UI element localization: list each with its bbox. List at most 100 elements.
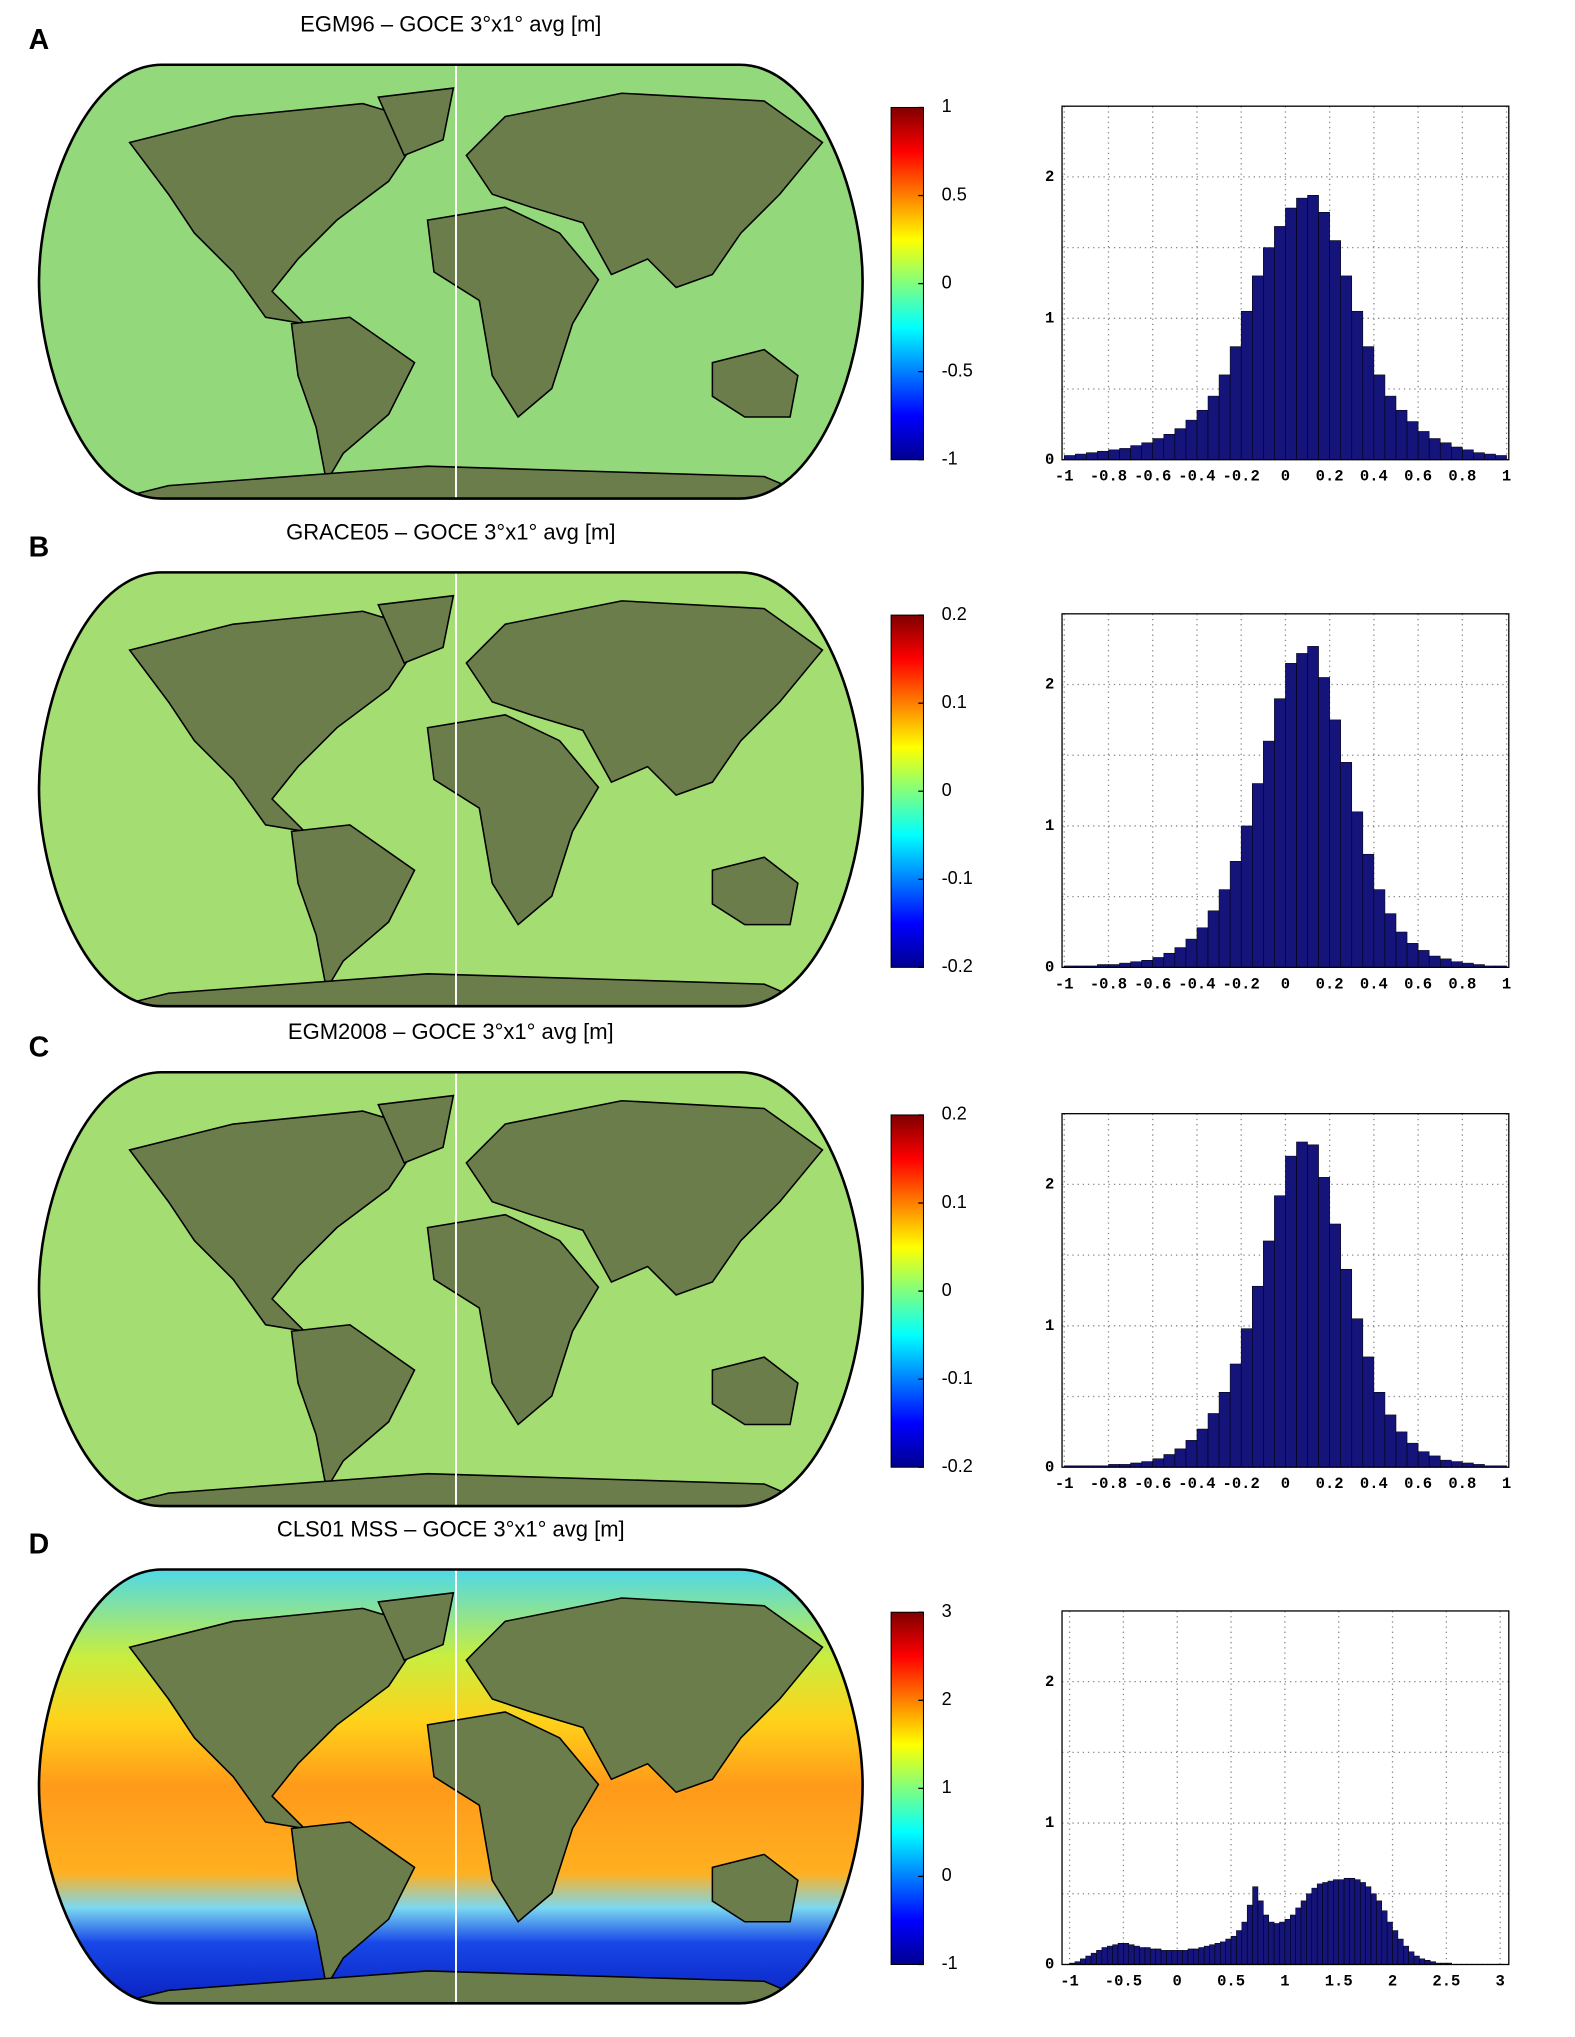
x-tick-label: 0.6 — [1404, 468, 1432, 486]
bar — [1300, 1900, 1307, 1965]
bar — [1417, 431, 1430, 460]
bar — [1384, 913, 1397, 968]
bar — [1384, 1414, 1397, 1468]
bar — [1086, 452, 1098, 460]
bar — [1395, 1431, 1408, 1468]
bar — [1193, 1948, 1200, 1965]
bar — [1381, 1910, 1388, 1965]
colorbar-tick-label: -0.1 — [942, 868, 973, 888]
bar — [1240, 310, 1253, 460]
bar — [1112, 1944, 1119, 1965]
map — [37, 571, 864, 1008]
bar — [1340, 275, 1353, 460]
bar — [1225, 1938, 1232, 1965]
bar — [1296, 197, 1308, 460]
bar — [1207, 395, 1220, 460]
bar — [1318, 677, 1330, 968]
bar — [1220, 1941, 1226, 1965]
panel-label: D — [29, 1529, 50, 1561]
bar — [1362, 1356, 1375, 1468]
plot-frame — [1061, 105, 1510, 461]
bar — [1395, 931, 1408, 968]
y-tick-label: 2 — [1045, 1673, 1054, 1691]
bar — [1252, 1886, 1259, 1965]
map-outline — [37, 1070, 864, 1508]
bar — [1174, 428, 1187, 460]
bar — [1484, 453, 1496, 460]
bar — [1080, 1958, 1086, 1965]
bar — [1285, 663, 1297, 968]
bar — [1174, 1448, 1187, 1468]
bar — [1229, 861, 1242, 968]
bar — [1174, 947, 1187, 968]
bar — [1419, 1958, 1426, 1965]
bar — [1263, 1914, 1269, 1965]
bar — [1329, 1223, 1341, 1468]
bar — [1240, 1328, 1253, 1468]
colorbar-tick-label: -0.1 — [942, 1368, 973, 1388]
x-tick-label: -1 — [1055, 1475, 1074, 1493]
bar — [1403, 1945, 1409, 1965]
bar — [1152, 438, 1165, 460]
map-title: GRACE05 – GOCE 3°x1° avg [m] — [286, 519, 615, 544]
colorbar-tick-label: 1 — [942, 1777, 952, 1797]
x-tick-label: 0.8 — [1448, 975, 1476, 993]
bar — [1376, 1900, 1383, 1965]
y-tick-label: 2 — [1045, 168, 1054, 186]
map-title: EGM96 – GOCE 3°x1° avg [m] — [300, 12, 601, 37]
bar — [1130, 961, 1142, 968]
x-tick-label: 0 — [1281, 468, 1290, 486]
colorbar — [890, 106, 924, 461]
bar — [1439, 442, 1452, 460]
bar — [1152, 1458, 1165, 1468]
bar — [1240, 825, 1253, 968]
bar — [1128, 1944, 1135, 1965]
colorbar-tick-label: -0.2 — [942, 1456, 973, 1476]
bar — [1318, 211, 1330, 460]
y-tick-label: 0 — [1045, 451, 1054, 469]
y-tick-label: 0 — [1045, 1956, 1054, 1974]
bar — [1141, 442, 1153, 460]
x-tick-label: -1 — [1060, 1972, 1079, 1990]
colorbar-tick-label: 2 — [942, 1689, 952, 1709]
x-tick-label: -1 — [1055, 975, 1074, 993]
bar — [1097, 450, 1109, 460]
x-tick-label: 2.5 — [1432, 1972, 1460, 1990]
x-tick-label: -0.4 — [1178, 468, 1215, 486]
bar — [1123, 1943, 1130, 1965]
bar — [1263, 247, 1275, 460]
bar — [1152, 957, 1165, 968]
bar — [1203, 1945, 1210, 1965]
x-tick-label: -0.4 — [1178, 1475, 1215, 1493]
plot-frame — [1061, 1610, 1510, 1966]
bar — [1451, 446, 1463, 460]
colorbar-tick-label: 0.1 — [942, 1192, 967, 1212]
bar — [1218, 374, 1231, 460]
y-tick-label: 1 — [1045, 1317, 1054, 1335]
plot-frame — [1061, 613, 1510, 968]
x-tick-label: 0 — [1173, 1972, 1182, 1990]
bar — [1144, 1947, 1151, 1965]
map-outline — [37, 63, 864, 500]
map — [37, 1568, 864, 2005]
bar — [1451, 1461, 1463, 1468]
colorbar-tick-label: 0 — [942, 780, 952, 800]
colorbar-tick-label: -0.2 — [942, 956, 973, 976]
bar — [1187, 1948, 1194, 1965]
map-outline — [37, 1568, 864, 2005]
x-tick-label: 0.4 — [1360, 1475, 1388, 1493]
colorbar-tick-label: 0.1 — [942, 692, 967, 712]
x-tick-label: 0.8 — [1448, 1475, 1476, 1493]
map-title: CLS01 MSS – GOCE 3°x1° avg [m] — [277, 1516, 625, 1541]
bar — [1362, 346, 1375, 460]
bar — [1085, 1955, 1092, 1965]
y-tick-label: 2 — [1045, 1175, 1054, 1193]
x-tick-label: -0.2 — [1223, 975, 1260, 993]
bar — [1408, 1951, 1415, 1965]
x-tick-label: 3 — [1496, 1972, 1505, 1990]
x-tick-label: -0.8 — [1090, 1475, 1127, 1493]
bar — [1384, 395, 1397, 460]
colorbar — [890, 1114, 924, 1468]
colorbar-tick-label: 0 — [942, 272, 952, 292]
x-tick-label: 0.6 — [1404, 975, 1432, 993]
